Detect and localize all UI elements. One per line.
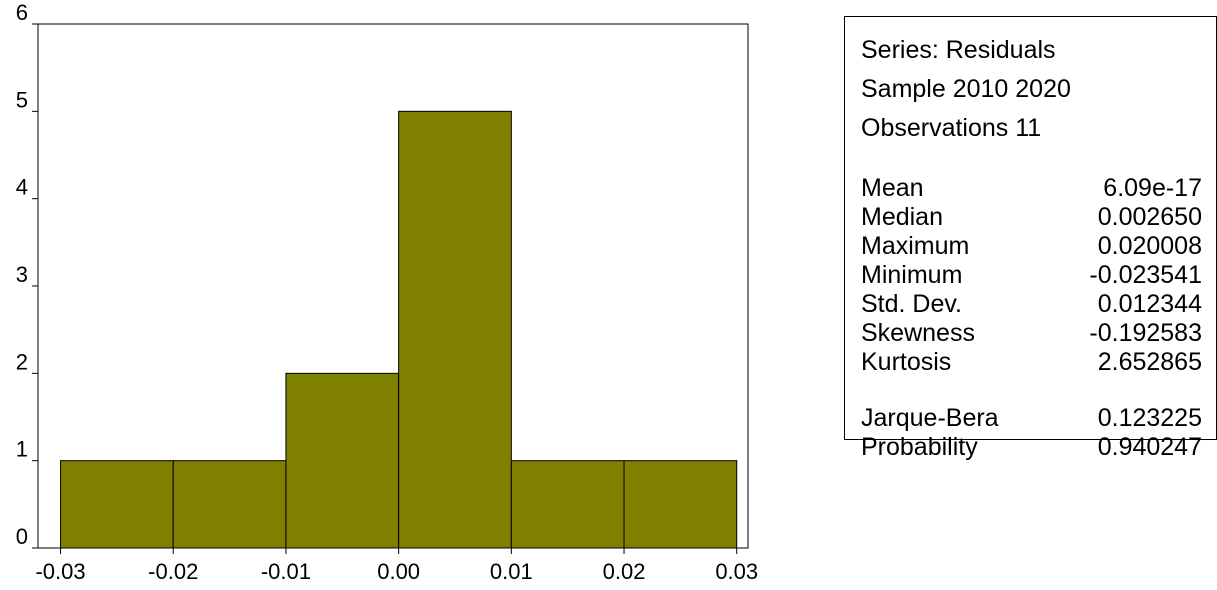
stat-value-mean: 6.09e-17 xyxy=(1103,174,1202,202)
x-tick-label-1: -0.02 xyxy=(148,559,198,584)
y-tick-label-2: 2 xyxy=(16,349,28,374)
statistics-panel: Series: Residuals Sample 2010 2020 Obser… xyxy=(844,16,1217,461)
y-tick-label-0: 0 xyxy=(16,524,28,549)
histogram-bar-4 xyxy=(398,110,512,549)
histogram-bar-6 xyxy=(623,460,738,549)
x-tick-label-4: 0.01 xyxy=(490,559,533,584)
stat-label-mean: Mean xyxy=(861,174,924,202)
x-tick-label-0: -0.03 xyxy=(35,559,85,584)
stat-value-maximum: 0.020008 xyxy=(1097,232,1202,260)
stat-label-maximum: Maximum xyxy=(861,232,970,260)
histogram-bar-3 xyxy=(285,372,400,549)
histogram-bar-2 xyxy=(172,460,287,549)
y-tick-label-5: 5 xyxy=(16,87,28,112)
stat-value-jarque-bera: 0.123225 xyxy=(1097,404,1202,432)
histogram-chart: 0 1 2 3 4 5 6 -0.03 -0.02 -0.01 0.00 0.01 0.02 0.03 xyxy=(16,0,758,584)
stat-label-minimum: Minimum xyxy=(861,261,963,289)
stat-label-std-dev: Std. Dev. xyxy=(861,290,962,318)
stat-label-skewness: Skewness xyxy=(861,319,975,347)
y-axis: 0 1 2 3 4 5 6 xyxy=(16,0,38,549)
x-tick-label-6: 0.03 xyxy=(715,559,758,584)
stat-value-kurtosis: 2.652865 xyxy=(1097,348,1202,376)
stat-label-jarque-bera: Jarque-Bera xyxy=(861,404,999,432)
stat-label-probability: Probability xyxy=(861,433,978,461)
x-tick-label-2: -0.01 xyxy=(261,559,311,584)
stat-value-std-dev: 0.012344 xyxy=(1097,290,1202,318)
stat-label-median: Median xyxy=(861,203,943,231)
y-tick-label-6: 6 xyxy=(16,0,28,25)
stat-value-probability: 0.940247 xyxy=(1097,433,1202,461)
sample-range: Sample 2010 2020 xyxy=(861,75,1071,103)
y-tick-label-4: 4 xyxy=(16,175,28,200)
histogram-bar-1 xyxy=(60,460,174,549)
stat-label-kurtosis: Kurtosis xyxy=(861,348,952,376)
x-axis: -0.03 -0.02 -0.01 0.00 0.01 0.02 0.03 xyxy=(35,548,758,584)
histogram-bar-5 xyxy=(510,460,625,549)
stat-value-skewness: -0.192583 xyxy=(1089,319,1202,347)
x-tick-label-3: 0.00 xyxy=(377,559,420,584)
x-tick-label-5: 0.02 xyxy=(603,559,646,584)
stat-value-median: 0.002650 xyxy=(1097,203,1202,231)
y-tick-label-3: 3 xyxy=(16,262,28,287)
histogram-bars xyxy=(60,110,738,549)
stat-value-minimum: -0.023541 xyxy=(1089,261,1202,289)
series-name: Series: Residuals xyxy=(861,36,1056,64)
observations-count: Observations 11 xyxy=(861,114,1042,142)
y-tick-label-1: 1 xyxy=(16,437,28,462)
